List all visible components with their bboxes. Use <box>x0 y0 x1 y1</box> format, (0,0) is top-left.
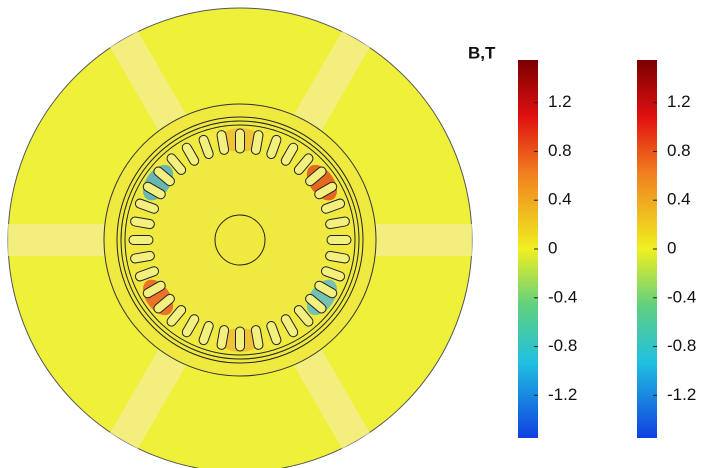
rotor-slot <box>327 236 351 245</box>
colorbar-tick-label: 1.2 <box>667 92 691 111</box>
colorbar-tick-label: -0.8 <box>667 336 696 355</box>
colorbar-tick-label: -1.2 <box>667 385 696 404</box>
colorbar-title: B,T <box>468 43 496 62</box>
colorbar-tick-label: -1.2 <box>548 385 577 404</box>
colorbar-tick-label: 0 <box>667 238 676 257</box>
colorbar-tick-label: 0.8 <box>548 141 572 160</box>
shaft <box>215 215 265 265</box>
rotor-slot <box>129 236 153 245</box>
motor-cross-section <box>8 8 472 468</box>
colorbar-tick-label: -0.8 <box>548 336 577 355</box>
colorbar-tick-label: 1.2 <box>548 92 572 111</box>
rotor-slot <box>236 129 245 153</box>
colorbar-tick-label: 0.4 <box>548 190 572 209</box>
flux-band <box>372 224 472 256</box>
colorbar-tick-label: 0.4 <box>667 190 691 209</box>
flux-band <box>8 224 108 256</box>
colorbar-tick-label: 0 <box>548 238 557 257</box>
colorbar-tick-label: -0.4 <box>548 287 577 306</box>
rotor-slot <box>236 327 245 351</box>
colorbar-tick-label: 0.8 <box>667 141 691 160</box>
field-plot: B,T 1.2 0.8 0.4 0 -0.4 -0.8 -1.2 1.2 0.8 0.4 0 -0.4 -… <box>0 0 713 468</box>
colorbar-tick-label: -0.4 <box>667 287 696 306</box>
